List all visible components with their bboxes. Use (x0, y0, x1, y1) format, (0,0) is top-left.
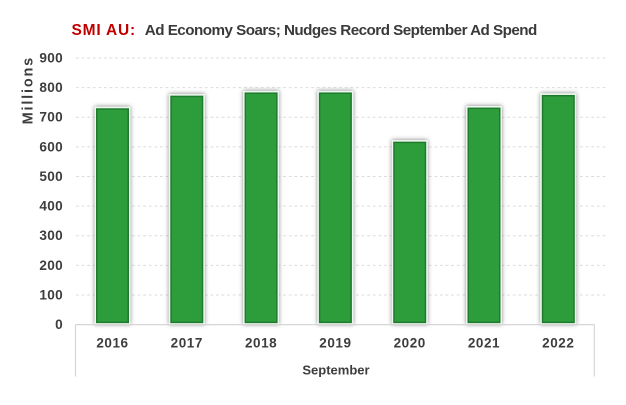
svg-text:SMI AU:Ad Economy Soars; Nudge: SMI AU: Ad Economy Soars; Nudges Record S… (72, 22, 538, 39)
svg-text:2022: 2022 (542, 336, 574, 351)
svg-text:800: 800 (39, 80, 63, 95)
svg-text:100: 100 (39, 288, 63, 303)
svg-text:2019: 2019 (319, 336, 351, 351)
svg-text:300: 300 (39, 228, 63, 243)
svg-text:700: 700 (39, 110, 63, 125)
svg-text:0: 0 (55, 317, 63, 332)
svg-text:600: 600 (39, 139, 63, 154)
svg-text:400: 400 (39, 199, 63, 214)
svg-text:200: 200 (39, 258, 63, 273)
svg-text:2017: 2017 (171, 336, 203, 351)
svg-text:2021: 2021 (468, 336, 500, 351)
svg-text:Millions: Millions (21, 56, 37, 124)
svg-text:500: 500 (39, 169, 63, 184)
svg-text:900: 900 (39, 51, 63, 66)
svg-text:2018: 2018 (245, 336, 277, 351)
svg-text:2020: 2020 (394, 336, 426, 351)
svg-text:September: September (302, 363, 369, 378)
svg-text:2016: 2016 (96, 336, 128, 351)
